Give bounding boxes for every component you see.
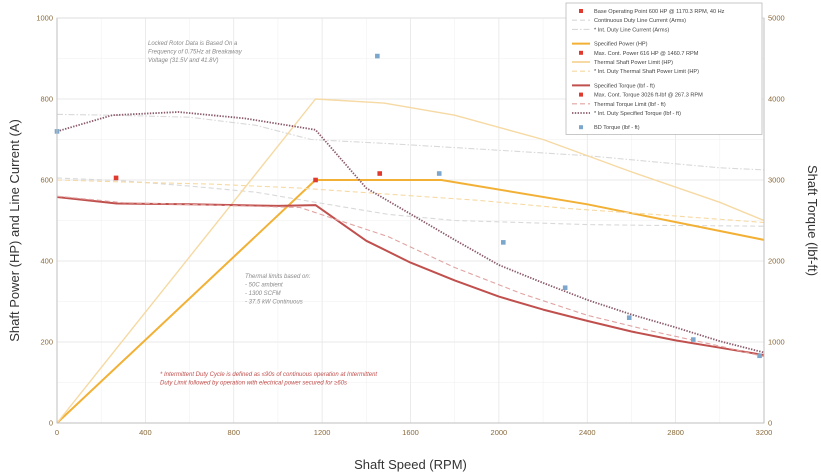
y2-tick-label: 4000: [768, 95, 785, 104]
series-int-duty-line-current-arms-line: [56, 113, 765, 171]
y-axis-title: Shaft Power (HP) and Line Current (A): [7, 119, 22, 342]
x-tick-label: 2000: [491, 428, 508, 437]
series-int-duty-specified-torque-lbf-ft-line: [56, 111, 765, 354]
series-thermal-shaft-power-limit-hp-line: [56, 98, 765, 424]
axes: 0 400 800 1200 1600 2000 2400 2800 3200020040060…: [7, 14, 820, 473]
x-tick-label: 1200: [314, 428, 331, 437]
legend-swatch-marker: [579, 9, 583, 13]
series-int-duty-thermal-shaft-power-limit-hp-line: [56, 179, 765, 224]
annotation-thermal-line: - 37.5 kW Continuous: [245, 300, 303, 306]
legend-entry-label: BD Torque (lbf - ft): [594, 125, 640, 131]
annotation-locked-line: Frequency of 0.75Hz at Breakaway: [148, 50, 243, 56]
y2-tick-label: 1000: [768, 338, 785, 347]
legend-entry-label: Specified Torque (lbf - ft): [594, 83, 655, 89]
legend-entry-label: Specified Power (HP): [594, 42, 648, 48]
annotation-thermal-line: - 50C ambient: [245, 283, 283, 289]
series-lines: [54, 53, 765, 424]
x-axis-title: Shaft Speed (RPM): [354, 457, 467, 472]
series-bd-torque-lbf-ft-point: [436, 171, 442, 176]
annotation-thermal-line: Thermal limits based on:: [245, 274, 311, 280]
annotation-intermittent-line: Duty Limit followed by operation with el…: [160, 381, 347, 387]
series-bd-torque-lbf-ft-point: [691, 337, 696, 342]
legend-box: [565, 2, 763, 135]
legend-entry-label: * Int. Duty Thermal Shaft Power Limit (H…: [594, 69, 699, 75]
series-thermal-torque-limit-lbf-ft-line: [56, 195, 765, 358]
annotation-locked-line: Voltage (31.5V and 41.8V): [148, 58, 219, 64]
series-bd-torque-lbf-ft-point: [500, 240, 506, 245]
annotation-intermittent-line: * Intermittent Duty Cycle is defined as …: [160, 372, 377, 378]
y-tick-label: 0: [49, 419, 53, 428]
y2-tick-label: 2000: [768, 257, 785, 266]
series-bd-torque-lbf-ft-point: [626, 315, 632, 320]
legend-entry-label: * Int. Duty Line Current (Arms): [594, 27, 669, 33]
legend-entry-label: Max. Cont. Power 616 HP @ 1460.7 RPM: [594, 51, 699, 57]
x-tick-label: 0: [55, 428, 59, 437]
y-tick-label: 800: [40, 95, 53, 104]
x-tick-label: 400: [139, 428, 152, 437]
x-tick-label: 2800: [667, 428, 684, 437]
point-base-operating-point-600-hp-11: [313, 177, 318, 183]
legend-entry-label: Thermal Shaft Power Limit (HP): [594, 60, 673, 66]
annotation-thermal-line: - 1300 SCFM: [245, 291, 281, 297]
legend-entry-label: Continuous Duty Line Current (Arms): [594, 18, 686, 24]
legend-swatch-marker: [579, 50, 583, 55]
annotations: Locked Rotor Data is Based On a Frequency…: [148, 41, 377, 387]
series-bd-torque-lbf-ft-point: [757, 353, 762, 359]
data-markers: [113, 171, 383, 183]
legend-entry-label: * Int. Duty Specified Torque (lbf - ft): [594, 111, 681, 117]
point-max-cont-power-616-hp-1460-7-r: [377, 171, 383, 176]
series-bd-torque-lbf-ft-point: [562, 285, 568, 291]
point-max-cont-torque-3026-ft-lbf-26: [113, 175, 119, 181]
y2-axis-title: Shaft Torque (lbf-ft): [805, 165, 820, 276]
y-tick-label: 200: [40, 338, 53, 347]
series-bd-torque-lbf-ft-point: [375, 53, 380, 59]
legend-entry-label: Thermal Torque Limit (lbf - ft): [594, 102, 666, 108]
y2-tick-label: 3000: [768, 176, 785, 185]
x-tick-label: 3200: [756, 428, 773, 437]
y-tick-label: 600: [40, 176, 53, 185]
annotation-locked-line: Locked Rotor Data is Based On a: [148, 41, 238, 47]
legend: Base Operating Point 600 HP @ 1170.3 RPM…: [565, 2, 763, 135]
x-tick-label: 1600: [402, 428, 419, 437]
legend-entry-label: Base Operating Point 600 HP @ 1170.3 RPM…: [594, 9, 725, 15]
x-tick-label: 800: [227, 428, 240, 437]
series-specified-power-hp-line: [56, 179, 765, 424]
y2-tick-label: 0: [768, 419, 772, 428]
y2-tick-label: 5000: [768, 14, 785, 23]
legend-swatch-marker: [579, 92, 583, 97]
legend-entry-label: Max. Cont. Torque 3026 ft-lbf @ 267.3 RP…: [594, 93, 703, 99]
x-tick-label: 2400: [579, 428, 596, 437]
y-tick-label: 400: [40, 257, 53, 266]
y-tick-label: 1000: [36, 14, 53, 23]
series-continuous-duty-line-current-arms-line: [56, 177, 765, 227]
legend-swatch-marker: [579, 125, 583, 130]
